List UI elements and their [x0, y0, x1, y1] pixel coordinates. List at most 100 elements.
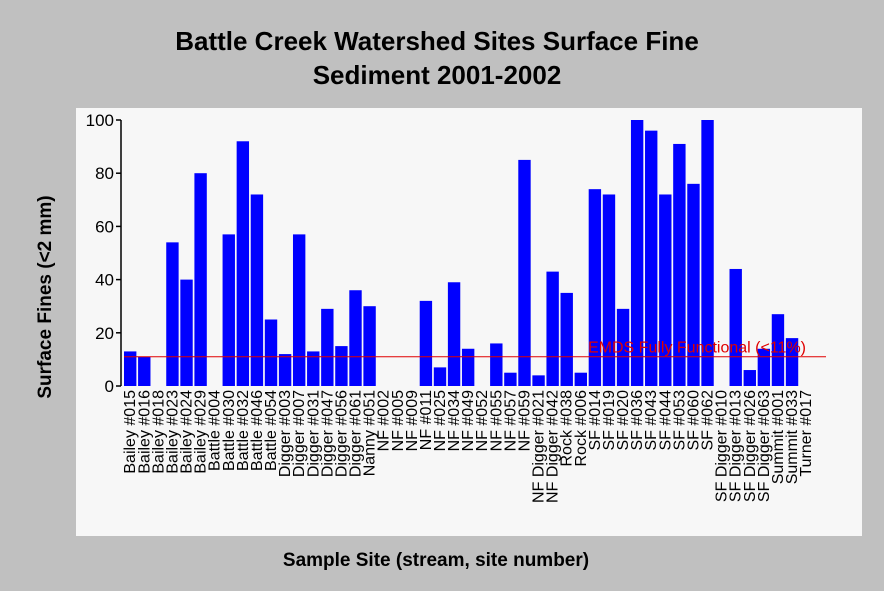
x-tick-label: Digger #031	[305, 390, 322, 477]
bar	[461, 348, 475, 386]
x-tick-label: NF #002	[376, 390, 393, 451]
x-tick-label: Bailey #029	[193, 390, 210, 474]
bar	[419, 300, 433, 386]
bar	[180, 279, 193, 386]
x-tick-label: NF #025	[432, 390, 449, 451]
x-tick-label: NF Digger #042	[545, 390, 562, 503]
bars	[124, 120, 799, 386]
x-tick-label: Turner #017	[798, 390, 815, 477]
bar	[124, 351, 137, 386]
x-tick-label: SF Digger #026	[742, 390, 759, 502]
x-tick-label: SF #053	[671, 390, 688, 451]
x-tick-label: Bailey #023	[164, 390, 181, 474]
x-tick-label: Battle #030	[221, 390, 238, 471]
x-tick-label: Bailey #016	[136, 390, 153, 474]
bar	[645, 130, 658, 386]
bar	[264, 319, 278, 386]
x-tick-label: Nanny #051	[362, 390, 379, 476]
bar	[588, 189, 602, 386]
bar	[433, 367, 447, 386]
bar	[574, 372, 587, 386]
x-tick-label: Bailey #018	[150, 390, 167, 474]
x-tick-label: Battle #004	[207, 390, 224, 471]
x-tick-label: Summit #001	[770, 390, 787, 484]
bar	[743, 370, 756, 386]
y-tick-label: 20	[95, 324, 114, 343]
x-tick-label: SF #020	[615, 390, 632, 451]
x-tick-label: Digger #007	[291, 390, 308, 477]
x-axis-label: Sample Site (stream, site number)	[283, 550, 589, 571]
x-tick-label: NF #059	[516, 390, 533, 451]
x-tick-label: SF Digger #013	[728, 390, 745, 502]
x-tick-label: SF #043	[643, 390, 660, 451]
bar	[616, 308, 630, 386]
bar	[307, 351, 320, 386]
x-tick-label: Bailey #024	[179, 390, 196, 474]
x-tick-label: SF #060	[685, 390, 702, 451]
bar	[729, 268, 742, 386]
bar	[771, 314, 785, 386]
chart-subtitle: Sediment 2001-2002	[313, 60, 562, 90]
bar	[532, 375, 545, 386]
bar	[602, 194, 616, 386]
x-tick-label: NF #005	[390, 390, 407, 451]
x-tick-label: NF #055	[488, 390, 505, 451]
bar	[321, 308, 334, 386]
x-tick-label: NF #052	[474, 390, 491, 451]
x-tick-label: Battle #054	[263, 390, 280, 471]
bar	[447, 282, 461, 386]
x-tick-label: SF #044	[657, 390, 674, 451]
x-tick-label: Digger #056	[333, 390, 350, 477]
x-tick-label: Battle #046	[249, 390, 266, 471]
x-tick-label: Digger #003	[277, 390, 294, 477]
bar	[138, 356, 151, 386]
x-tick-label: SF #019	[601, 390, 618, 451]
x-tick-label: NF #011	[418, 390, 435, 450]
x-tick-label: Bailey #015	[122, 390, 139, 474]
bar	[785, 338, 799, 386]
y-tick-label: 100	[86, 111, 114, 130]
bar	[518, 159, 531, 386]
bar	[673, 143, 686, 386]
bar	[687, 183, 700, 386]
y-tick-label: 80	[95, 164, 114, 183]
bar	[292, 234, 306, 386]
bar	[335, 346, 348, 386]
bar	[278, 354, 292, 386]
bar	[630, 120, 644, 386]
x-tick-label: NF Digger #021	[531, 390, 548, 503]
bar	[349, 290, 362, 386]
x-tick-label: NF #034	[446, 390, 463, 451]
y-axis-label: Surface Fines (<2 mm)	[35, 195, 56, 398]
bar	[546, 271, 559, 386]
x-tick-label: SF #036	[629, 390, 646, 451]
x-tick-label: NF #049	[460, 390, 477, 451]
x-tick-label: Digger #061	[348, 390, 365, 477]
bar	[490, 343, 503, 386]
bar	[222, 234, 235, 386]
x-tick-label: Rock #038	[559, 390, 576, 467]
y-axis: 0 20 40 60 80 100	[86, 111, 122, 396]
y-tick-label: 60	[95, 217, 114, 236]
bar	[701, 120, 714, 386]
y-tick-label: 0	[105, 377, 114, 396]
bar	[250, 194, 264, 386]
reference-line-group: EMDS Fully Functional (<11%)	[124, 340, 826, 358]
bar	[236, 141, 250, 386]
bar	[504, 372, 517, 386]
bar	[659, 194, 672, 386]
reference-line-label: EMDS Fully Functional (<11%)	[588, 340, 806, 357]
x-tick-label: NF #057	[502, 390, 519, 451]
bar	[560, 292, 573, 386]
x-tick-label: Battle #032	[235, 390, 252, 471]
x-tick-label: Summit #033	[784, 390, 801, 484]
x-tick-label: Rock #006	[573, 390, 590, 467]
x-tick-label: SF Digger #010	[714, 390, 731, 502]
bar	[166, 242, 179, 386]
x-tick-label: Digger #047	[319, 390, 336, 477]
x-tick-label: SF Digger #063	[756, 390, 773, 502]
x-tick-label: NF #009	[404, 390, 421, 451]
bar	[757, 348, 771, 386]
